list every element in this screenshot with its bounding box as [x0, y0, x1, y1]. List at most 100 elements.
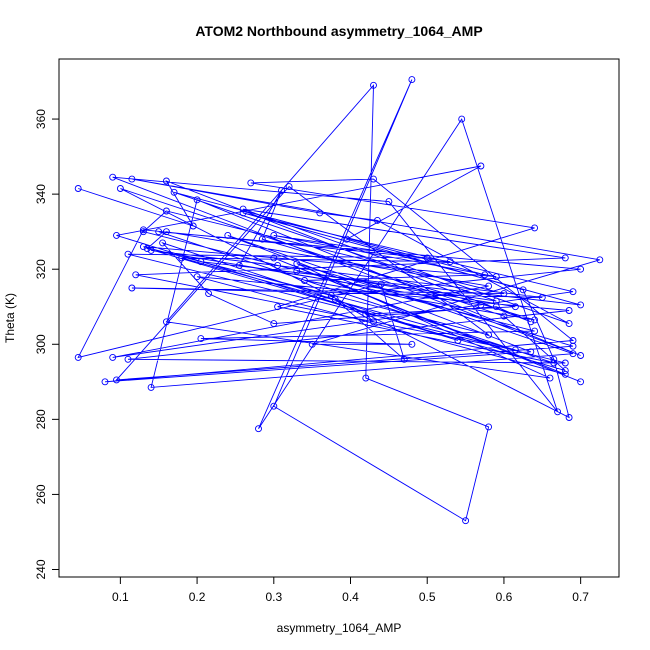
data-point	[500, 290, 508, 298]
data-point	[147, 383, 155, 391]
data-point	[178, 254, 186, 262]
data-point	[527, 318, 535, 326]
data-point	[531, 327, 539, 335]
data-point	[569, 337, 577, 344]
data-point	[561, 367, 569, 375]
plot-area	[58, 58, 620, 578]
data-point	[492, 273, 500, 281]
data-point	[301, 277, 308, 284]
x-tick-label: 0.5	[419, 590, 436, 604]
y-axis: 240 260 280 300 320 340 360	[34, 109, 60, 580]
data-point	[370, 81, 377, 89]
x-tick-label: 0.7	[572, 590, 589, 604]
data-point	[235, 261, 243, 269]
data-point	[258, 235, 266, 243]
data-point	[561, 254, 569, 262]
data-point	[247, 179, 255, 187]
data-point	[293, 267, 301, 275]
data-point	[531, 224, 539, 232]
data-point	[462, 517, 470, 525]
data-point	[139, 243, 147, 251]
data-point	[373, 216, 381, 224]
data-point	[327, 292, 335, 299]
data-point	[274, 261, 282, 269]
data-point	[408, 76, 416, 84]
data-point	[162, 177, 170, 185]
data-point	[481, 271, 489, 279]
data-point	[128, 175, 136, 183]
x-tick-label: 0.1	[112, 590, 129, 604]
y-tick-label: 360	[34, 109, 48, 129]
data-point	[577, 265, 585, 273]
data-point	[113, 376, 120, 384]
data-point	[577, 378, 585, 386]
y-axis-label: Theta (K)	[3, 293, 17, 343]
y-tick-label: 320	[34, 259, 48, 279]
data-point	[331, 295, 339, 303]
data-point	[274, 303, 282, 311]
x-axis-label: asymmetry_1064_AMP	[277, 621, 402, 635]
x-tick-label: 0.2	[189, 590, 206, 604]
data-point	[162, 207, 170, 215]
data-point	[565, 320, 573, 328]
data-point	[550, 355, 558, 363]
data-point	[569, 350, 577, 358]
data-point	[155, 228, 163, 236]
data-point	[239, 205, 247, 213]
data-point	[124, 355, 132, 363]
data-point	[527, 348, 535, 356]
data-point	[139, 226, 147, 234]
data-point	[519, 286, 527, 294]
y-tick-label: 260	[34, 484, 48, 504]
data-point	[162, 228, 170, 236]
data-point	[293, 260, 301, 268]
data-point	[485, 282, 493, 290]
data-point	[500, 312, 508, 320]
x-tick-label: 0.4	[342, 590, 359, 604]
data-point	[477, 301, 485, 309]
data-point	[197, 258, 205, 266]
data-point	[596, 256, 604, 264]
data-point	[565, 307, 573, 314]
data-point	[270, 402, 278, 410]
data-point	[189, 222, 197, 230]
data-point	[308, 340, 316, 348]
data-point	[477, 162, 485, 170]
data-point	[224, 231, 232, 239]
data-point	[370, 175, 377, 183]
data-point	[193, 196, 201, 204]
data-point	[485, 331, 493, 339]
data-point	[162, 318, 170, 326]
data-point	[139, 228, 147, 236]
data-point	[485, 423, 493, 431]
data-point	[577, 352, 585, 359]
data-point	[193, 273, 201, 281]
data-point	[197, 335, 205, 343]
data-point	[159, 239, 167, 247]
data-point	[255, 425, 262, 433]
data-point	[550, 359, 558, 367]
data-point	[113, 231, 120, 239]
y-tick-label: 340	[34, 184, 48, 204]
data-point	[554, 408, 562, 416]
data-point	[316, 209, 324, 217]
data-point	[147, 246, 155, 254]
x-tick-label: 0.6	[496, 590, 513, 604]
y-tick-label: 300	[34, 334, 48, 354]
data-point	[143, 245, 151, 253]
x-tick-label: 0.3	[265, 590, 282, 604]
data-point	[561, 370, 569, 378]
series-line	[77, 79, 600, 522]
data-point	[109, 353, 117, 361]
data-point	[569, 288, 577, 296]
data-point	[362, 374, 370, 382]
data-point	[239, 209, 247, 217]
data-point	[454, 337, 462, 344]
y-tick-label: 280	[34, 409, 48, 429]
data-point	[446, 258, 454, 266]
data-point	[561, 359, 569, 367]
data-point	[565, 414, 573, 421]
data-point	[492, 297, 500, 305]
data-point	[74, 185, 82, 192]
